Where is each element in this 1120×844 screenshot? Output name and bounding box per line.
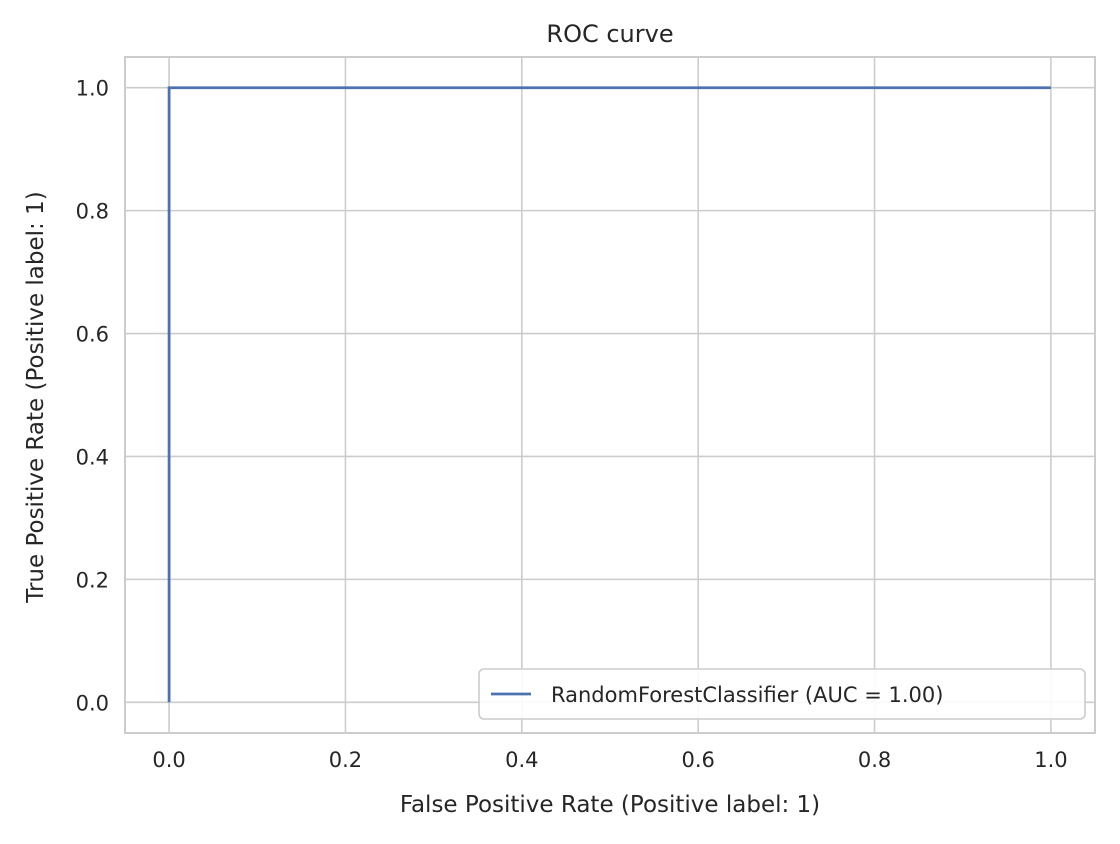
y-tick-label: 0.4 bbox=[76, 445, 109, 469]
y-tick-label: 1.0 bbox=[76, 77, 109, 101]
x-tick-label: 1.0 bbox=[1034, 748, 1067, 772]
x-tick-label: 0.0 bbox=[152, 748, 185, 772]
axes-frame bbox=[124, 56, 1096, 734]
legend-entry-label: RandomForestClassifier (AUC = 1.00) bbox=[551, 683, 943, 707]
x-tick-label: 0.8 bbox=[858, 748, 891, 772]
axes-border bbox=[124, 56, 1096, 734]
grid-layer bbox=[125, 57, 1095, 733]
legend-box bbox=[478, 668, 1086, 720]
x-axis-label: False Positive Rate (Positive label: 1) bbox=[400, 792, 820, 818]
legend: RandomForestClassifier (AUC = 1.00) bbox=[478, 668, 1086, 720]
x-tick-label: 0.4 bbox=[505, 748, 538, 772]
y-tick-label: 0.0 bbox=[76, 691, 109, 715]
series-layer bbox=[167, 86, 1051, 703]
plot-background bbox=[125, 57, 1095, 733]
y-tick-label: 0.2 bbox=[76, 568, 109, 592]
roc-curve-line bbox=[167, 86, 1051, 703]
y-tick-label: 0.8 bbox=[76, 200, 109, 224]
tick-labels: 0.0 0.2 0.4 0.6 0.8 1.0 0.0 0.2 0.4 0.6 0.8 1.0 bbox=[76, 77, 1068, 772]
x-tick-label: 0.2 bbox=[329, 748, 362, 772]
chart-title: ROC curve bbox=[546, 20, 673, 48]
y-axis-label: True Positive Rate (Positive label: 1) bbox=[23, 191, 49, 603]
x-tick-label: 0.6 bbox=[681, 748, 714, 772]
y-tick-label: 0.6 bbox=[76, 323, 109, 347]
